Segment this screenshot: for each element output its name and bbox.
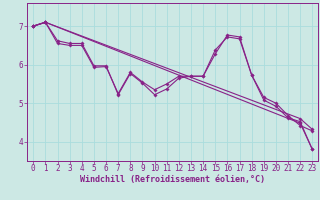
- X-axis label: Windchill (Refroidissement éolien,°C): Windchill (Refroidissement éolien,°C): [80, 175, 265, 184]
